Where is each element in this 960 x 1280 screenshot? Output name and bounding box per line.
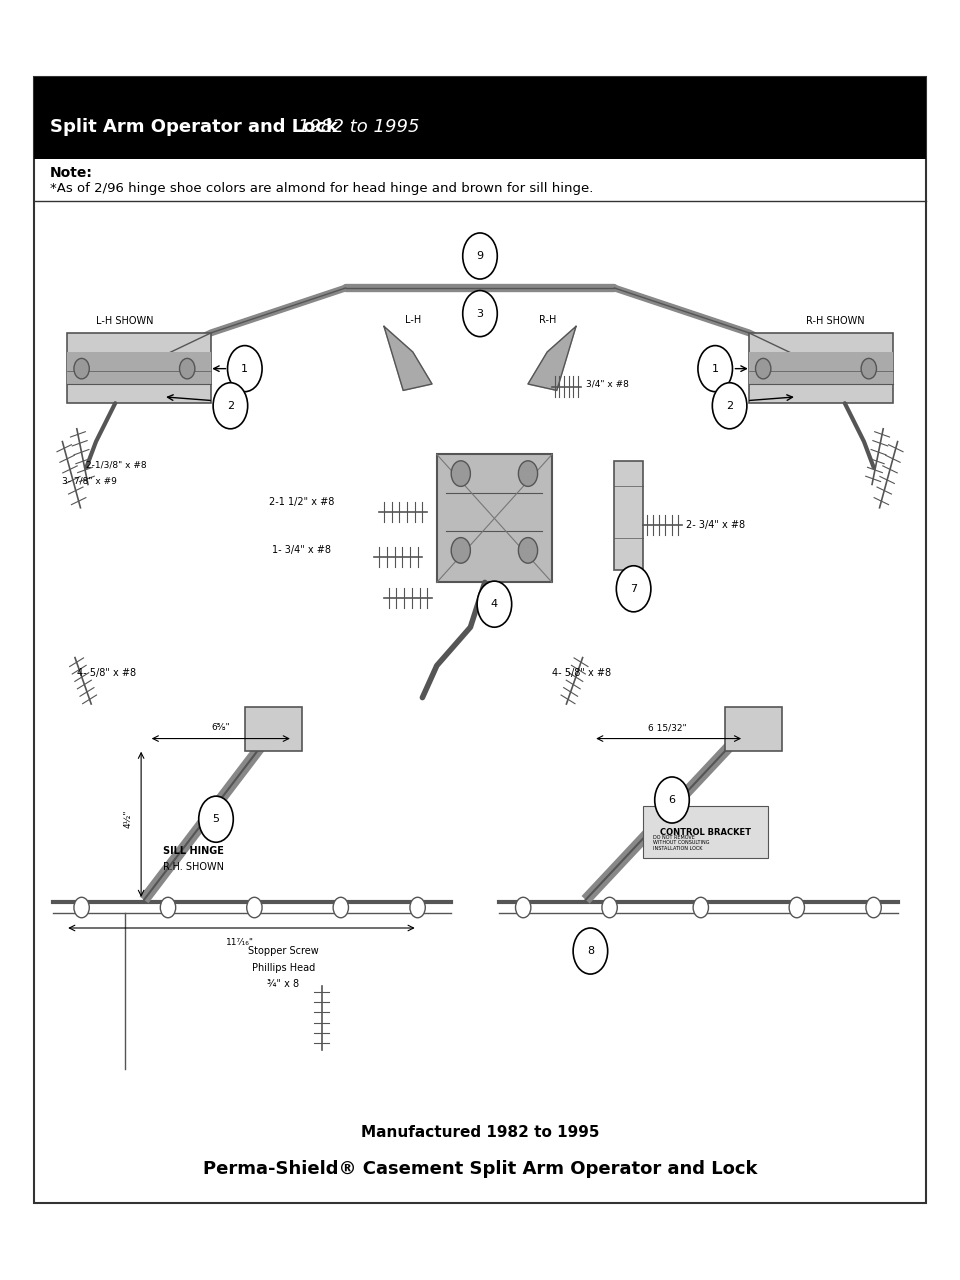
Text: L-H SHOWN: L-H SHOWN <box>96 316 154 326</box>
Text: 6 15/32": 6 15/32" <box>648 723 686 732</box>
Circle shape <box>518 461 538 486</box>
FancyBboxPatch shape <box>34 77 926 1203</box>
FancyBboxPatch shape <box>67 352 211 384</box>
Text: 3/4" x #8: 3/4" x #8 <box>586 379 629 389</box>
Text: 2: 2 <box>726 401 733 411</box>
Text: 5: 5 <box>212 814 220 824</box>
Text: 4- 5/8" x #8: 4- 5/8" x #8 <box>77 668 136 678</box>
FancyBboxPatch shape <box>725 707 782 751</box>
Circle shape <box>516 897 531 918</box>
Circle shape <box>74 897 89 918</box>
FancyBboxPatch shape <box>34 77 926 159</box>
Text: 2-1 1/2" x #8: 2-1 1/2" x #8 <box>269 497 334 507</box>
Circle shape <box>602 897 617 918</box>
Circle shape <box>180 358 195 379</box>
Circle shape <box>712 383 747 429</box>
Text: 4: 4 <box>491 599 498 609</box>
Text: 3- 7/8" x #9: 3- 7/8" x #9 <box>62 476 117 485</box>
Circle shape <box>160 897 176 918</box>
Text: Split Arm Operator and Lock: Split Arm Operator and Lock <box>50 118 338 136</box>
FancyBboxPatch shape <box>614 461 643 570</box>
Circle shape <box>463 233 497 279</box>
Text: 1: 1 <box>711 364 719 374</box>
Text: Phillips Head: Phillips Head <box>252 963 315 973</box>
Circle shape <box>616 566 651 612</box>
Text: 1- 3/4" x #8: 1- 3/4" x #8 <box>273 545 331 556</box>
Text: 9: 9 <box>476 251 484 261</box>
Circle shape <box>789 897 804 918</box>
Circle shape <box>451 538 470 563</box>
Circle shape <box>477 581 512 627</box>
Polygon shape <box>528 326 576 390</box>
FancyBboxPatch shape <box>245 707 302 751</box>
Text: 2- 3/4" x #8: 2- 3/4" x #8 <box>686 520 746 530</box>
Polygon shape <box>384 326 432 390</box>
Circle shape <box>213 383 248 429</box>
Text: 6: 6 <box>668 795 676 805</box>
Text: Note:: Note: <box>50 166 93 179</box>
FancyBboxPatch shape <box>749 352 893 384</box>
Text: Manufactured 1982 to 1995: Manufactured 1982 to 1995 <box>361 1125 599 1140</box>
Circle shape <box>756 358 771 379</box>
Text: L-H: L-H <box>405 315 420 325</box>
Circle shape <box>463 291 497 337</box>
Circle shape <box>655 777 689 823</box>
Circle shape <box>861 358 876 379</box>
Circle shape <box>451 461 470 486</box>
Circle shape <box>518 538 538 563</box>
Text: 3: 3 <box>476 308 484 319</box>
Circle shape <box>247 897 262 918</box>
Circle shape <box>698 346 732 392</box>
Text: CONTROL BRACKET: CONTROL BRACKET <box>660 827 751 837</box>
Text: SILL HINGE: SILL HINGE <box>163 846 224 856</box>
Text: 4½": 4½" <box>124 810 132 828</box>
Text: 1982 to 1995: 1982 to 1995 <box>298 118 420 136</box>
FancyBboxPatch shape <box>643 806 768 858</box>
Text: ¾" x 8: ¾" x 8 <box>267 979 300 989</box>
Text: 4- 5/8" x #8: 4- 5/8" x #8 <box>552 668 612 678</box>
Text: R-H: R-H <box>539 315 556 325</box>
Circle shape <box>333 897 348 918</box>
FancyBboxPatch shape <box>749 333 893 403</box>
Text: *As of 2/96 hinge shoe colors are almond for head hinge and brown for sill hinge: *As of 2/96 hinge shoe colors are almond… <box>50 182 593 195</box>
Text: 1: 1 <box>241 364 249 374</box>
Text: DO NOT REMOVE
WITHOUT CONSULTING
INSTALLATION LOCK: DO NOT REMOVE WITHOUT CONSULTING INSTALL… <box>653 835 709 851</box>
Text: 2-1/3/8" x #8: 2-1/3/8" x #8 <box>86 461 147 470</box>
Text: R.H. SHOWN: R.H. SHOWN <box>163 861 225 872</box>
Circle shape <box>199 796 233 842</box>
Text: 11⁷⁄₁₆": 11⁷⁄₁₆" <box>226 938 254 947</box>
FancyBboxPatch shape <box>437 454 552 582</box>
Text: Perma-Shield® Casement Split Arm Operator and Lock: Perma-Shield® Casement Split Arm Operato… <box>203 1160 757 1178</box>
Circle shape <box>228 346 262 392</box>
Text: Stopper Screw: Stopper Screw <box>248 946 319 956</box>
Text: 8: 8 <box>587 946 594 956</box>
Circle shape <box>693 897 708 918</box>
Circle shape <box>74 358 89 379</box>
Text: R-H SHOWN: R-H SHOWN <box>805 316 865 326</box>
Text: 2: 2 <box>227 401 234 411</box>
FancyBboxPatch shape <box>67 333 211 403</box>
Text: 6⅝": 6⅝" <box>211 723 230 732</box>
Circle shape <box>866 897 881 918</box>
Circle shape <box>573 928 608 974</box>
Text: 7: 7 <box>630 584 637 594</box>
Circle shape <box>410 897 425 918</box>
